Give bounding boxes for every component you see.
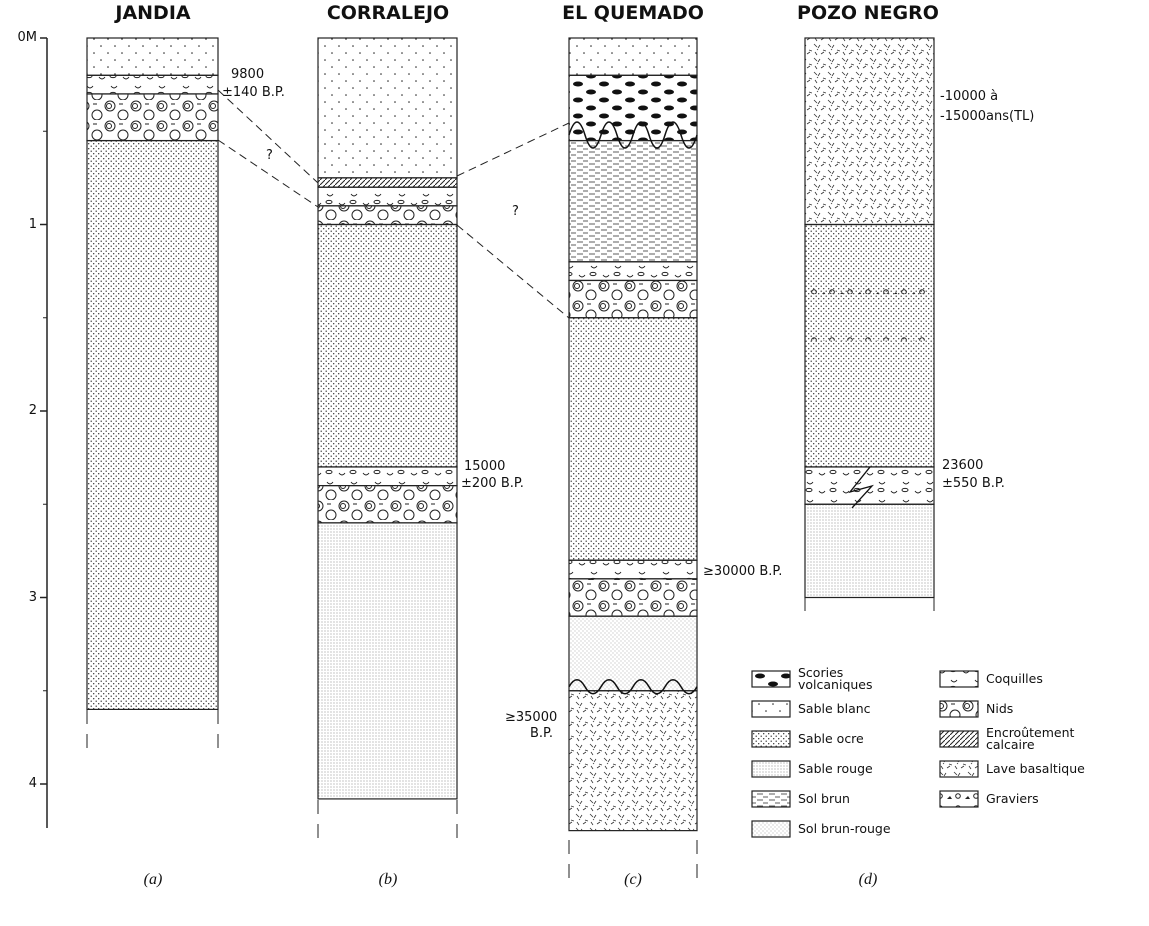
column bbox=[569, 38, 697, 831]
annotation: ±140 B.P. bbox=[222, 85, 285, 100]
legend-swatch bbox=[752, 761, 790, 777]
layer bbox=[569, 280, 697, 317]
legend-label: Sol brun-rouge bbox=[798, 823, 891, 835]
layer bbox=[569, 560, 697, 579]
layer bbox=[569, 691, 697, 831]
legend-label: Nids bbox=[986, 703, 1013, 715]
caption: (d) bbox=[859, 872, 878, 887]
column bbox=[805, 38, 934, 598]
tick-label: 1 bbox=[29, 217, 37, 232]
legend-label: Sable rouge bbox=[798, 763, 873, 775]
annotation: 23600 bbox=[942, 458, 983, 473]
layer bbox=[318, 178, 457, 187]
legend-label: volcaniques bbox=[798, 679, 873, 691]
layer bbox=[87, 75, 218, 94]
legend-label: calcaire bbox=[986, 739, 1035, 751]
column-title: EL QUEMADO bbox=[562, 6, 704, 21]
legend-swatch bbox=[752, 701, 790, 717]
legend-label: Coquilles bbox=[986, 673, 1043, 685]
layer bbox=[805, 38, 934, 225]
layer bbox=[805, 467, 934, 504]
legend-swatch bbox=[940, 671, 978, 687]
legend-label: Sable ocre bbox=[798, 733, 864, 745]
tick-label: 4 bbox=[29, 776, 37, 791]
tick-label: 0M bbox=[18, 30, 38, 45]
annotation: ±200 B.P. bbox=[461, 476, 524, 491]
legend-label: Sable blanc bbox=[798, 703, 871, 715]
layer bbox=[569, 616, 697, 691]
gravel-band bbox=[808, 333, 930, 341]
annotation: B.P. bbox=[530, 726, 553, 741]
layer bbox=[318, 225, 457, 467]
annotation: ≥30000 B.P. bbox=[703, 564, 782, 579]
layer bbox=[569, 579, 697, 616]
legend-swatch bbox=[752, 671, 790, 687]
layer bbox=[87, 38, 218, 75]
annotation: ? bbox=[266, 148, 273, 163]
annotation: 9800 bbox=[231, 67, 264, 82]
layer bbox=[805, 225, 934, 467]
legend-swatch bbox=[752, 821, 790, 837]
layer bbox=[87, 141, 218, 710]
caption: (c) bbox=[624, 872, 642, 887]
layer bbox=[318, 206, 457, 225]
legend-label: Lave basaltique bbox=[986, 763, 1085, 775]
layer bbox=[318, 187, 457, 206]
annotation: -10000 à bbox=[940, 89, 998, 104]
layer bbox=[318, 486, 457, 523]
column bbox=[318, 38, 457, 799]
layer bbox=[318, 467, 457, 486]
layer bbox=[318, 523, 457, 799]
tick-label: 2 bbox=[29, 403, 37, 418]
annotation: -15000ans(TL) bbox=[940, 109, 1034, 124]
legend-label: Sol brun bbox=[798, 793, 850, 805]
layer bbox=[805, 504, 934, 597]
layer bbox=[569, 262, 697, 281]
layer bbox=[569, 75, 697, 140]
annotation: ≥35000 bbox=[505, 710, 557, 725]
legend-swatch bbox=[752, 731, 790, 747]
caption: (a) bbox=[144, 872, 163, 887]
annotation: ? bbox=[512, 204, 519, 219]
layer bbox=[569, 318, 697, 560]
legend-label: Graviers bbox=[986, 793, 1039, 805]
column bbox=[87, 38, 218, 709]
column-title: JANDIA bbox=[115, 6, 190, 21]
gravel-band bbox=[808, 286, 930, 294]
legend-swatch bbox=[940, 791, 978, 807]
diagram: JANDIA CORRALEJO EL QUEMADO POZO NEGRO (… bbox=[0, 0, 1149, 926]
layer bbox=[569, 38, 697, 75]
caption: (b) bbox=[379, 872, 398, 887]
annotation: ±550 B.P. bbox=[942, 476, 1005, 491]
layer bbox=[569, 141, 697, 262]
layer bbox=[318, 38, 457, 178]
tick-label: 3 bbox=[29, 590, 37, 605]
legend-swatch bbox=[940, 701, 978, 717]
annotation: 15000 bbox=[464, 459, 505, 474]
legend-swatch bbox=[752, 791, 790, 807]
legend-swatch bbox=[940, 761, 978, 777]
column-title: POZO NEGRO bbox=[797, 6, 939, 21]
legend-swatch bbox=[940, 731, 978, 747]
layer bbox=[87, 94, 218, 141]
column-title: CORRALEJO bbox=[327, 6, 449, 21]
